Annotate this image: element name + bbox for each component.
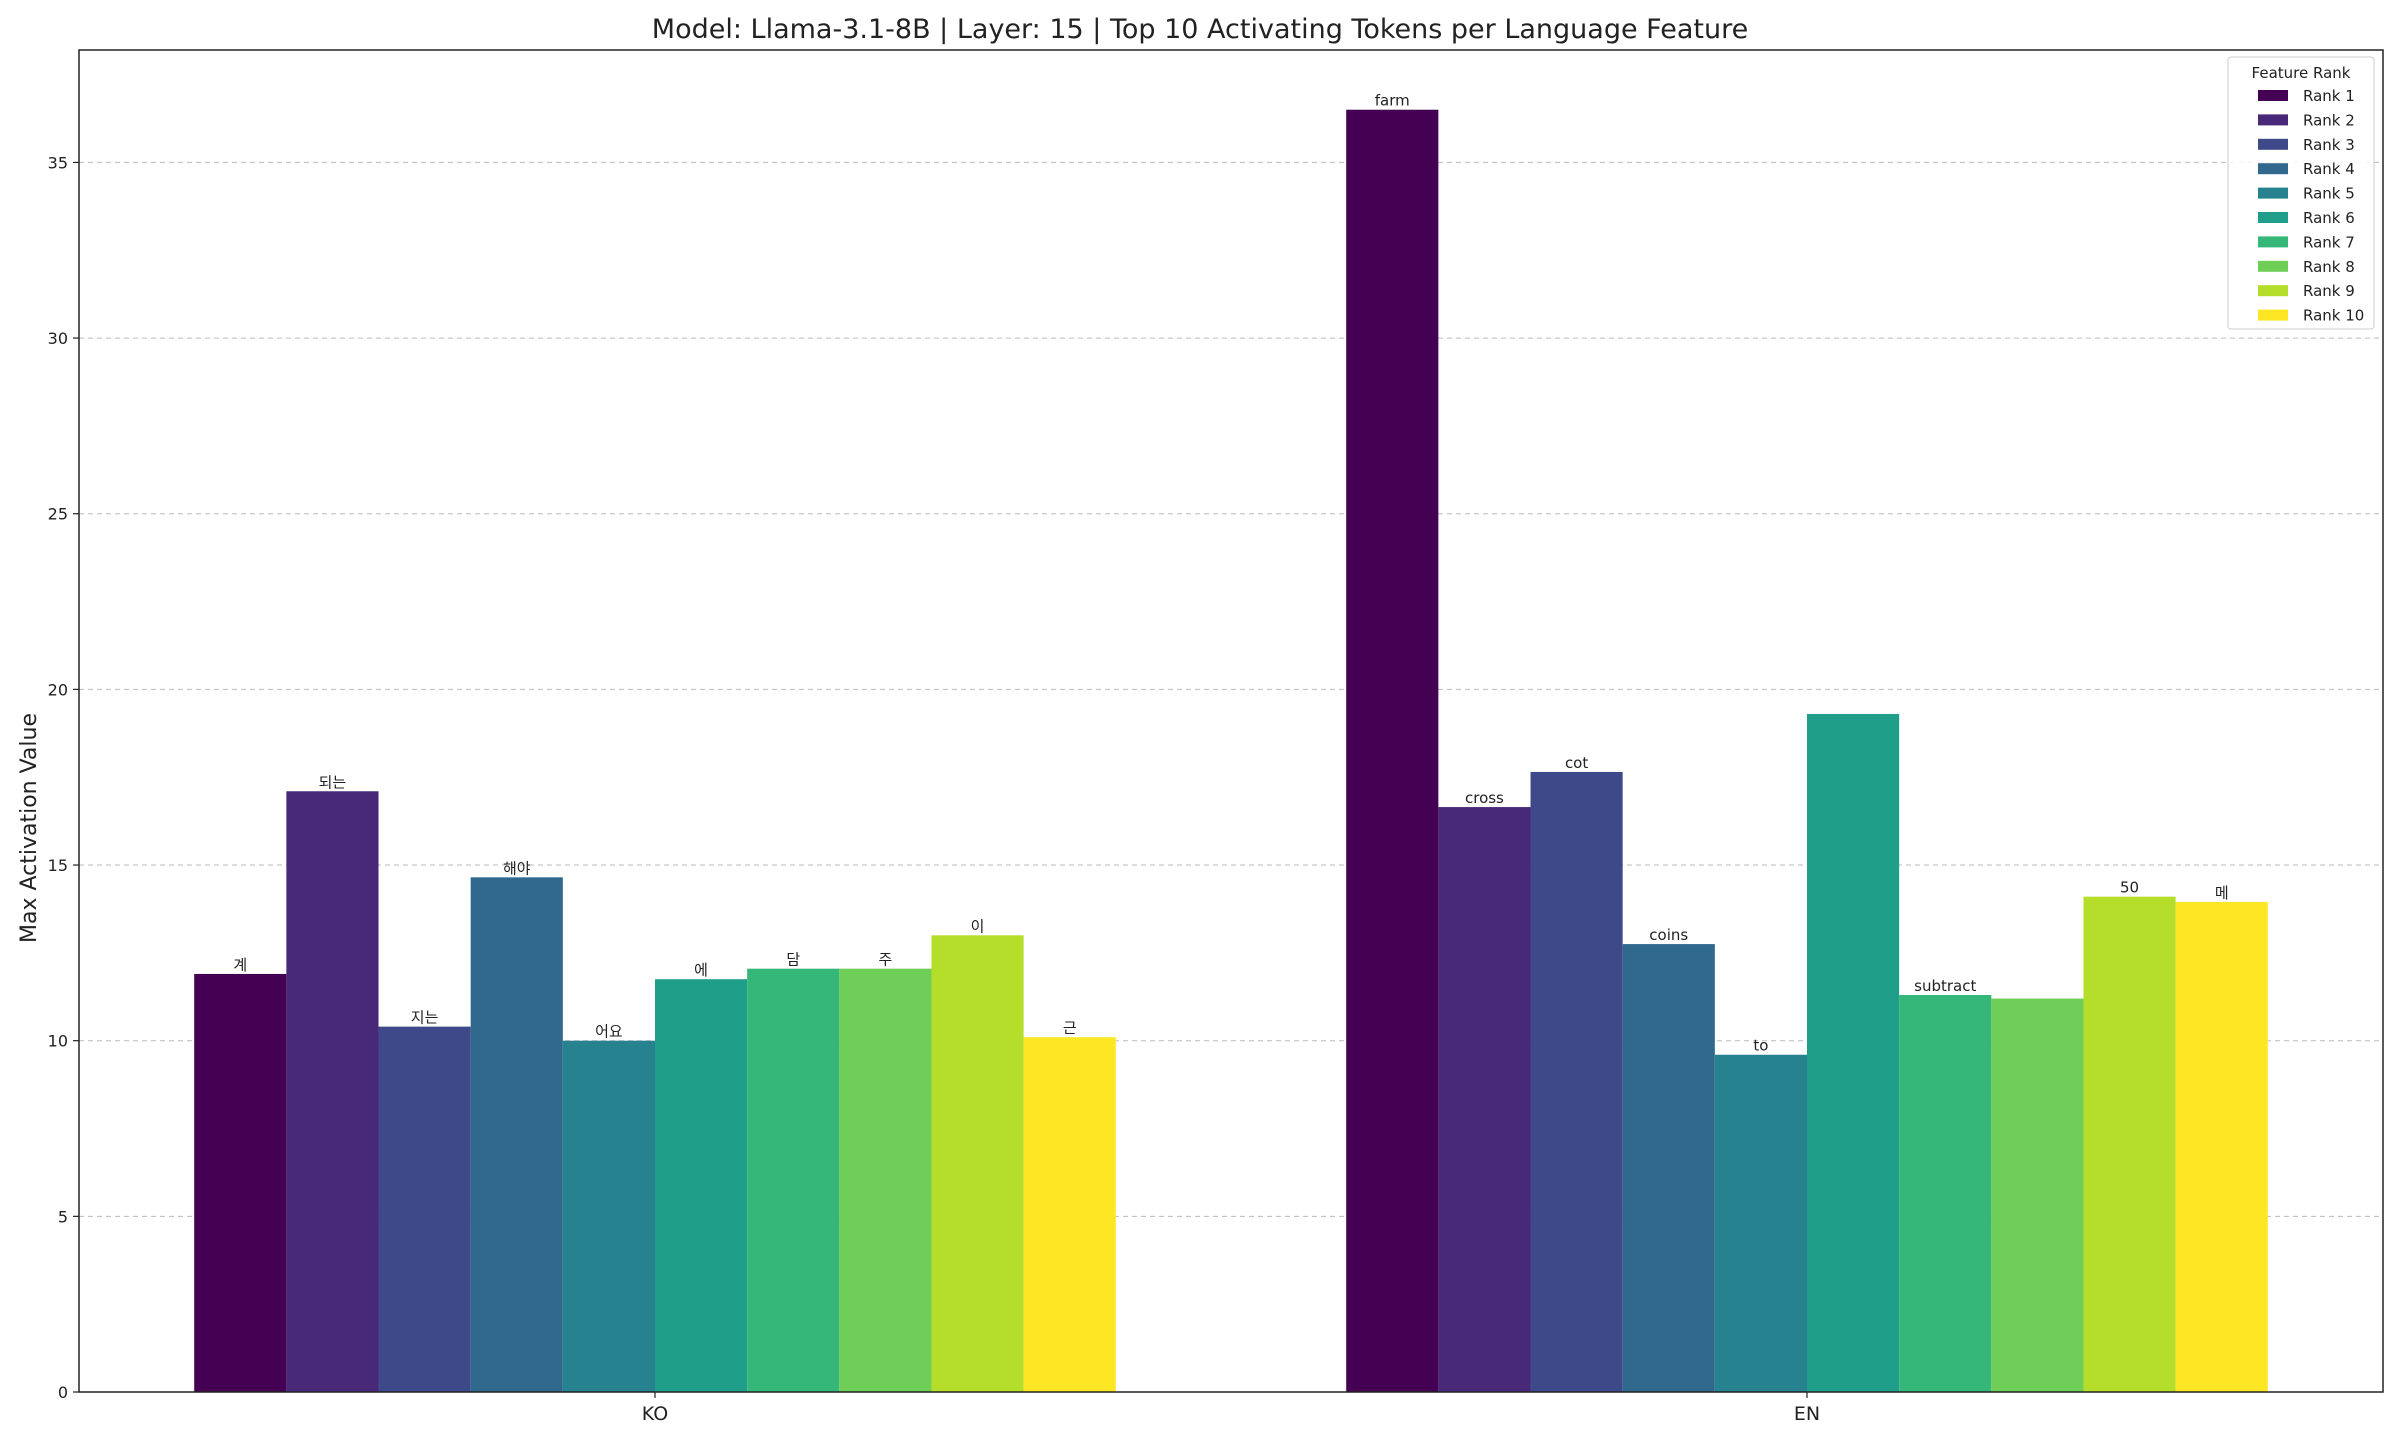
y-tick-label: 0 (58, 1383, 68, 1402)
x-axis-ticks: KO EN (642, 1392, 1820, 1425)
bar-token-label: 지는 (411, 1009, 439, 1027)
x-tick-label: EN (1794, 1403, 1820, 1425)
bar-token-label: to (1753, 1037, 1768, 1055)
legend-swatch (2258, 187, 2288, 199)
legend-label: Rank 3 (2303, 136, 2355, 154)
legend-swatch (2258, 163, 2288, 175)
legend-swatch (2258, 114, 2288, 126)
plot-frame (78, 49, 2384, 1393)
bar-token-label: cross (1465, 789, 1504, 807)
y-tick-label: 15 (48, 856, 68, 875)
x-tick-label: KO (642, 1403, 668, 1425)
legend-swatch (2258, 260, 2288, 272)
bar-en-rank-1 (1346, 109, 1439, 1392)
bar-token-label: 근 (1063, 1019, 1077, 1037)
legend-label: Rank 1 (2303, 87, 2355, 105)
bar-en-rank-3 (1530, 771, 1623, 1392)
bar-ko-rank-6 (655, 979, 748, 1392)
legend-label: Rank 10 (2303, 307, 2364, 325)
y-tick-label: 25 (48, 505, 68, 524)
bar-en-rank-10 (2175, 901, 2268, 1392)
bar-token-label: 담 (786, 951, 800, 969)
bar-ko-rank-7 (747, 968, 840, 1392)
bar-token-label: subtract (1914, 977, 1976, 995)
y-tick-label: 20 (48, 680, 68, 699)
bar-labels: 계 farm 되는 cross 지는 cot 해야 coins 어요 to 에 담 subtract 주 이… (233, 92, 2228, 1055)
bar-ko-rank-8 (839, 968, 932, 1392)
bar-en-rank-4 (1622, 944, 1715, 1392)
bar-token-label: 50 (2120, 879, 2139, 897)
legend-label: Rank 6 (2303, 209, 2355, 227)
legend-label: Rank 8 (2303, 258, 2355, 276)
bar-token-label: 계 (233, 956, 247, 974)
bar-ko-rank-10 (1023, 1037, 1116, 1392)
legend-label: Rank 5 (2303, 185, 2355, 203)
legend-label: Rank 4 (2303, 160, 2355, 178)
legend-swatch (2258, 236, 2288, 248)
legend-label: Rank 2 (2303, 111, 2355, 129)
bar-token-label: coins (1649, 926, 1688, 944)
legend-title: Feature Rank (2252, 64, 2351, 82)
bars (194, 109, 2268, 1392)
y-axis-ticks: 0 5 10 15 20 25 30 35 (48, 153, 79, 1402)
bar-ko-rank-3 (378, 1026, 471, 1392)
bar-ko-rank-1 (194, 973, 287, 1392)
legend-items: Rank 1 Rank 2 Rank 3 Rank 4 Rank 5 Rank 6 Rank… (2258, 87, 2364, 325)
bar-token-label: cot (1565, 754, 1588, 772)
legend-swatch (2258, 309, 2288, 321)
chart-title: Model: Llama-3.1-8B | Layer: 15 | Top 10… (652, 14, 1748, 45)
legend-swatch (2258, 138, 2288, 150)
bar-token-label: 어요 (595, 1023, 623, 1041)
y-tick-label: 10 (48, 1032, 68, 1051)
bar-en-rank-5 (1714, 1054, 1807, 1392)
bar-en-rank-9 (2083, 896, 2176, 1392)
legend-swatch (2258, 285, 2288, 297)
y-tick-label: 5 (58, 1207, 68, 1226)
bar-token-label: 에 (694, 961, 708, 979)
bar-ko-rank-9 (931, 935, 1024, 1392)
bar-ko-rank-2 (286, 791, 379, 1392)
bar-token-label: 이 (971, 917, 985, 935)
bar-token-label: farm (1375, 92, 1410, 110)
bar-en-rank-6 (1807, 713, 1900, 1392)
y-tick-label: 35 (48, 153, 68, 172)
y-tick-label: 30 (48, 329, 68, 348)
bar-en-rank-8 (1991, 998, 2084, 1392)
legend-swatch (2258, 90, 2288, 101)
legend-label: Rank 9 (2303, 282, 2355, 300)
bar-en-rank-2 (1438, 807, 1531, 1392)
y-axis-label: Max Activation Value (17, 713, 42, 943)
bar-en-rank-7 (1899, 995, 1992, 1392)
bar-ko-rank-4 (470, 877, 563, 1392)
bar-token-label: 해야 (503, 859, 531, 877)
bar-token-label: 주 (878, 951, 892, 969)
bar-token-label: 메 (2215, 884, 2229, 902)
legend-label: Rank 7 (2303, 233, 2355, 251)
legend-swatch (2258, 212, 2288, 223)
bar-ko-rank-5 (562, 1040, 655, 1392)
bar-token-label: 되는 (319, 773, 347, 791)
